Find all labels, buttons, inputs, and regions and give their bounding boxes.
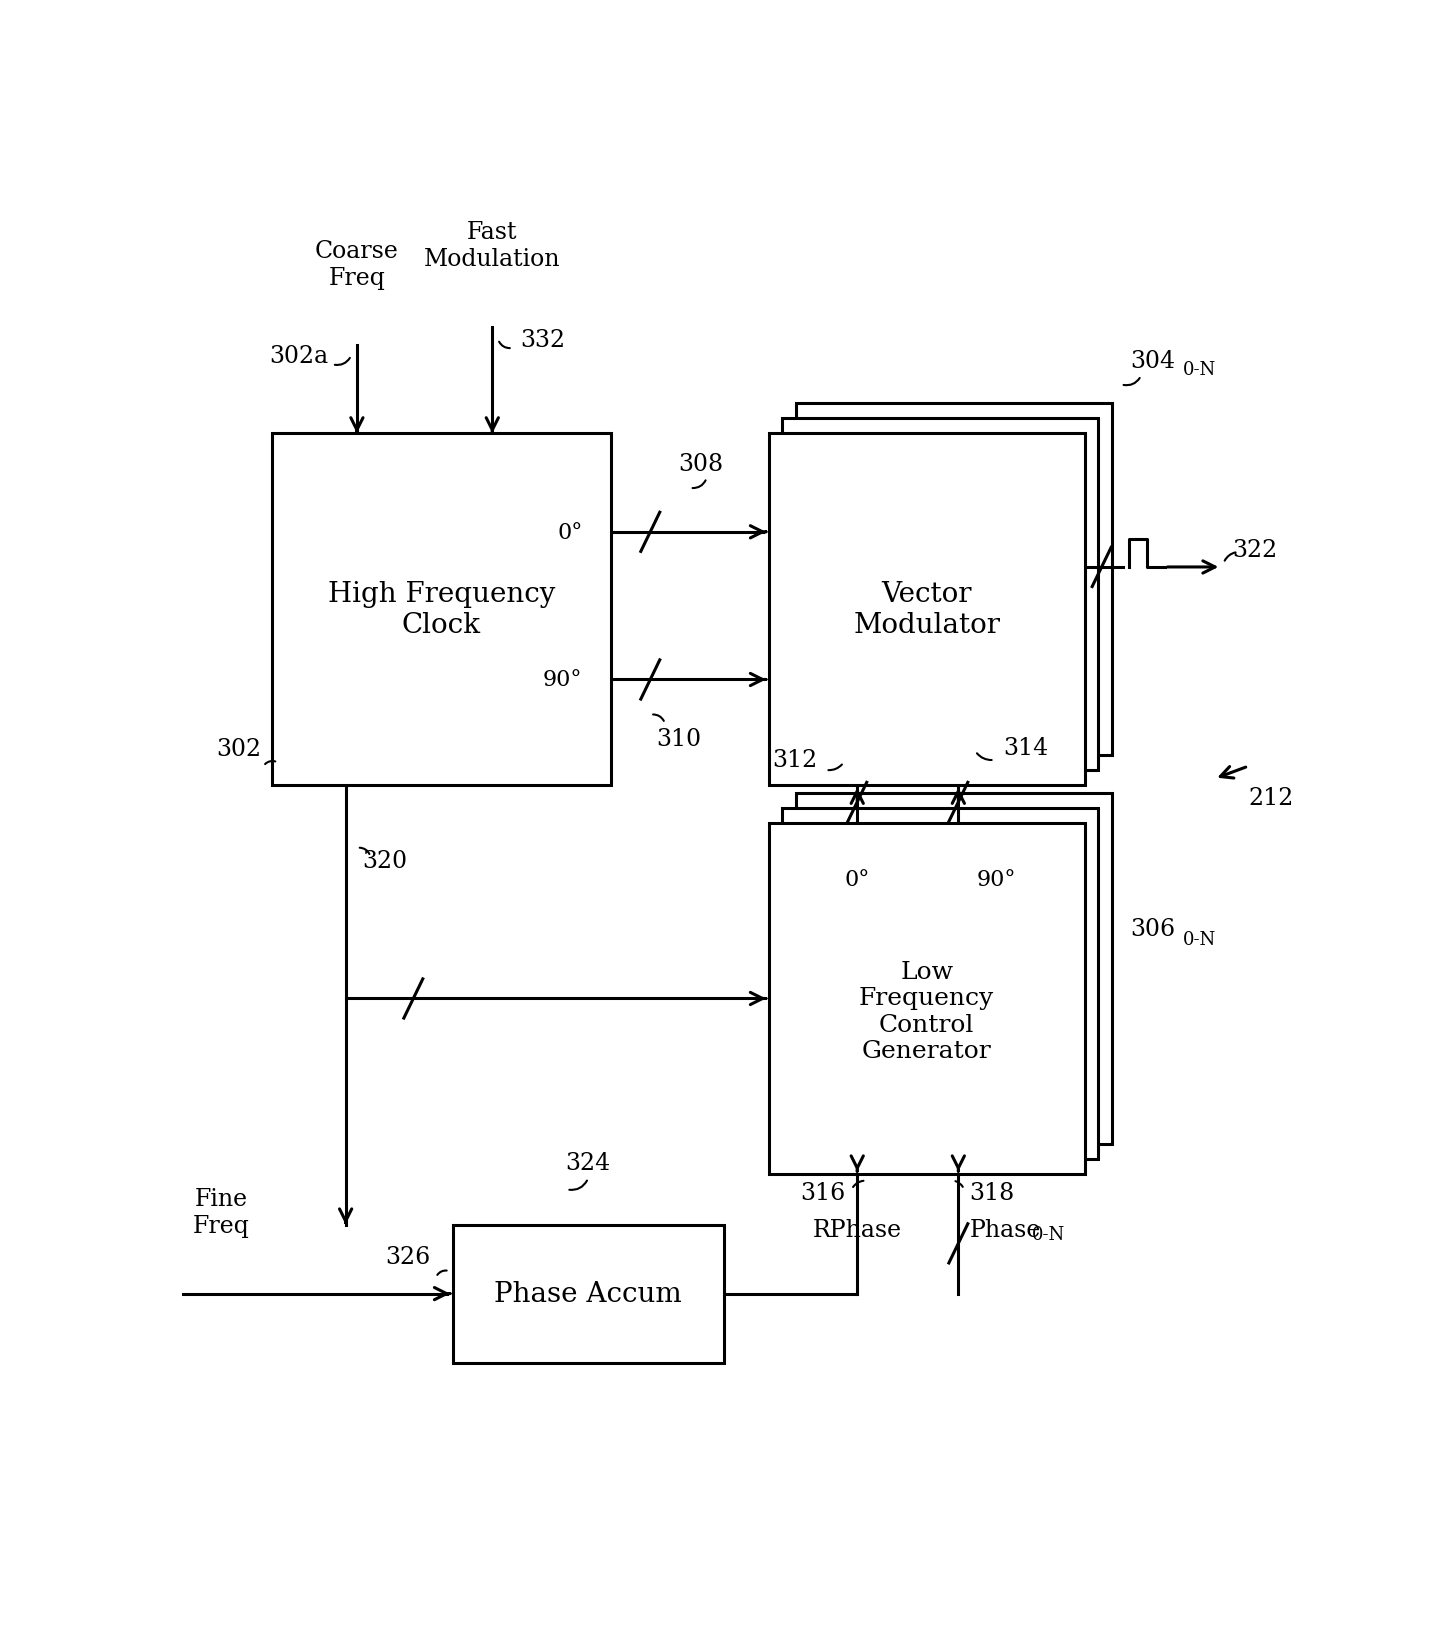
Text: 320: 320 <box>363 849 408 872</box>
Text: 306: 306 <box>1130 918 1175 941</box>
Bar <box>782 419 1098 771</box>
Text: 318: 318 <box>970 1180 1015 1205</box>
Text: 0°: 0° <box>558 522 582 543</box>
Text: 322: 322 <box>1233 538 1278 561</box>
Text: 302a: 302a <box>269 346 329 368</box>
Text: 312: 312 <box>773 748 818 773</box>
Text: 90°: 90° <box>977 869 1016 890</box>
Text: 332: 332 <box>521 328 565 352</box>
Text: 314: 314 <box>1003 737 1048 760</box>
Text: 212: 212 <box>1248 787 1294 810</box>
Text: Phase Accum: Phase Accum <box>495 1280 681 1307</box>
Bar <box>769 823 1085 1175</box>
Text: 0-N: 0-N <box>1182 360 1216 378</box>
Text: 308: 308 <box>678 453 724 476</box>
Text: 0-N: 0-N <box>1182 931 1216 949</box>
Text: 0-N: 0-N <box>1032 1224 1064 1242</box>
Text: 90°: 90° <box>543 668 582 691</box>
Bar <box>453 1224 724 1363</box>
Text: Low
Frequency
Control
Generator: Low Frequency Control Generator <box>859 960 994 1063</box>
Text: Coarse
Freq: Coarse Freq <box>314 240 399 290</box>
Text: Fine
Freq: Fine Freq <box>194 1188 250 1237</box>
Bar <box>782 808 1098 1159</box>
Text: 310: 310 <box>655 727 700 751</box>
Bar <box>796 404 1112 755</box>
Text: Phase: Phase <box>970 1219 1041 1242</box>
Text: 304: 304 <box>1130 349 1175 373</box>
Text: 316: 316 <box>801 1180 846 1205</box>
Bar <box>796 794 1112 1144</box>
Text: 324: 324 <box>565 1151 612 1175</box>
Text: 302: 302 <box>215 737 261 760</box>
Text: 326: 326 <box>384 1245 431 1268</box>
Bar <box>272 434 612 786</box>
Text: Fast
Modulation: Fast Modulation <box>424 222 561 271</box>
Bar <box>769 434 1085 786</box>
Text: RPhase: RPhase <box>812 1219 901 1242</box>
Text: High Frequency
Clock: High Frequency Clock <box>328 580 555 639</box>
Text: 0°: 0° <box>844 869 869 890</box>
Text: Vector
Modulator: Vector Modulator <box>853 580 1000 639</box>
